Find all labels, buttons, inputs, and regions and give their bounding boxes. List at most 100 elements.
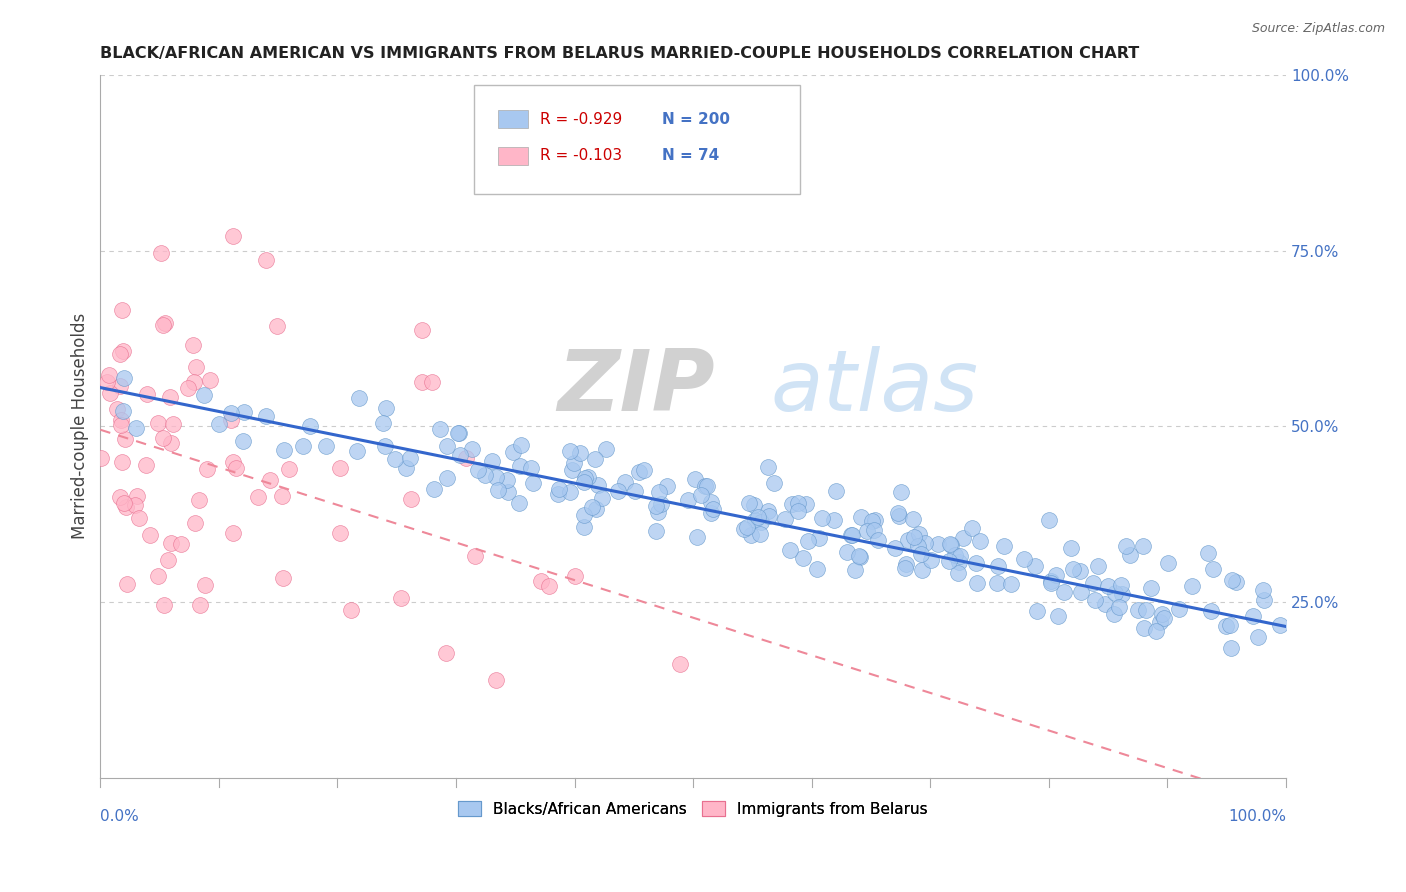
Point — [474, 468, 496, 483]
Point — [1000, 577, 1022, 591]
Point — [464, 549, 486, 564]
Point — [786, 496, 808, 510]
Point — [1070, 585, 1092, 599]
Point — [762, 475, 785, 490]
Point — [384, 451, 406, 466]
Point — [564, 456, 586, 470]
Point — [863, 524, 886, 538]
Point — [447, 426, 470, 441]
Text: BLACK/AFRICAN AMERICAN VS IMMIGRANTS FROM BELARUS MARRIED-COUPLE HOUSEHOLDS CORR: BLACK/AFRICAN AMERICAN VS IMMIGRANTS FRO… — [100, 46, 1140, 62]
Point — [787, 504, 810, 518]
Point — [114, 433, 136, 447]
Point — [860, 514, 883, 528]
Point — [574, 471, 596, 485]
Point — [97, 368, 120, 382]
Point — [655, 479, 678, 493]
Point — [627, 465, 650, 479]
Point — [938, 554, 960, 568]
Legend: Blacks/African Americans, Immigrants from Belarus: Blacks/African Americans, Immigrants fro… — [453, 795, 934, 822]
Point — [683, 472, 706, 486]
Point — [1115, 539, 1137, 553]
Point — [851, 509, 873, 524]
Point — [411, 323, 433, 337]
Point — [273, 571, 295, 585]
Point — [1060, 541, 1083, 555]
Point — [232, 434, 254, 448]
Point — [797, 534, 820, 549]
Point — [195, 462, 218, 476]
Point — [225, 461, 247, 475]
Point — [1135, 603, 1157, 617]
Point — [184, 359, 207, 374]
Point — [941, 538, 963, 552]
Point — [254, 409, 277, 424]
Point — [574, 508, 596, 523]
Point — [690, 488, 713, 502]
Point — [993, 539, 1015, 553]
Point — [159, 391, 181, 405]
Point — [115, 576, 138, 591]
Point — [340, 603, 363, 617]
Point — [347, 391, 370, 405]
Point — [246, 490, 269, 504]
Point — [920, 553, 942, 567]
Point — [1053, 585, 1076, 599]
Point — [371, 417, 394, 431]
Point — [547, 487, 569, 501]
Text: 0.0%: 0.0% — [100, 809, 139, 824]
Text: N = 200: N = 200 — [662, 112, 730, 127]
Point — [346, 444, 368, 458]
Point — [700, 495, 723, 509]
Point — [907, 540, 929, 554]
Point — [395, 461, 418, 475]
Point — [569, 445, 592, 459]
Point — [1109, 578, 1132, 592]
Point — [1045, 568, 1067, 582]
Point — [1241, 608, 1264, 623]
Point — [187, 493, 209, 508]
Point — [266, 318, 288, 333]
Point — [90, 450, 112, 465]
Point — [291, 439, 314, 453]
Point — [508, 496, 530, 510]
Point — [576, 470, 599, 484]
Point — [987, 559, 1010, 574]
Point — [756, 504, 779, 518]
Point — [1084, 592, 1107, 607]
Point — [884, 541, 907, 555]
Point — [1225, 574, 1247, 589]
Point — [105, 402, 128, 417]
Point — [969, 534, 991, 549]
Point — [583, 451, 606, 466]
Point — [780, 497, 803, 511]
Point — [1014, 551, 1036, 566]
Point — [1097, 579, 1119, 593]
Point — [693, 479, 716, 493]
Point — [298, 418, 321, 433]
Point — [1039, 574, 1062, 588]
Point — [644, 500, 666, 514]
Point — [948, 555, 970, 569]
Point — [890, 485, 912, 500]
Point — [744, 513, 766, 527]
Point — [586, 478, 609, 492]
Point — [160, 535, 183, 549]
Point — [952, 531, 974, 545]
Point — [375, 401, 398, 415]
Point — [696, 479, 718, 493]
Point — [111, 343, 134, 358]
Point — [148, 416, 170, 430]
Point — [547, 482, 569, 496]
Point — [1104, 586, 1126, 600]
Point — [193, 388, 215, 402]
Point — [841, 528, 863, 542]
Point — [747, 510, 769, 524]
Point — [792, 550, 814, 565]
Point — [911, 563, 934, 577]
Point — [1181, 579, 1204, 593]
Point — [1069, 564, 1091, 578]
Point — [423, 482, 446, 496]
Point — [389, 591, 412, 606]
Point — [914, 536, 936, 550]
Point — [135, 458, 157, 472]
